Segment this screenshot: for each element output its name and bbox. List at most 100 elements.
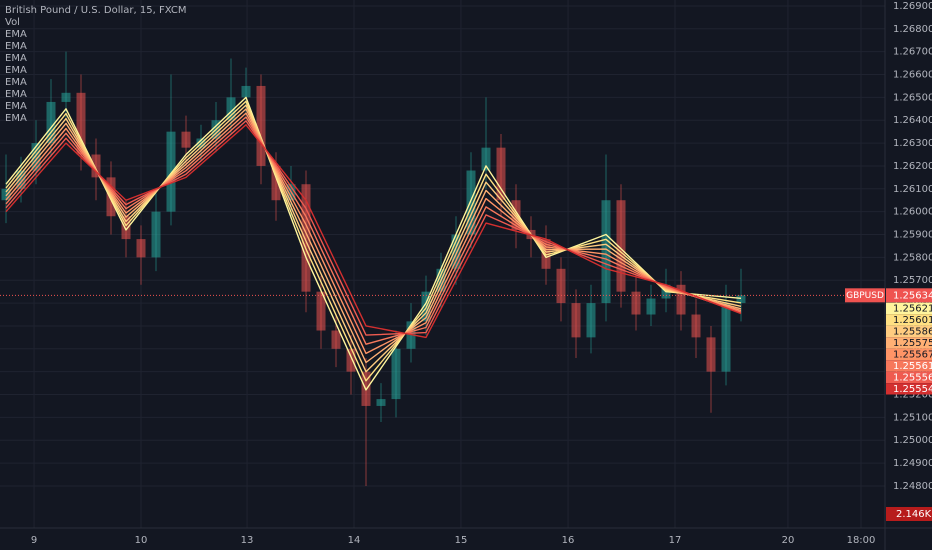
- ema-line: [5, 100, 742, 382]
- ema-value-label: 1.25621: [893, 303, 932, 314]
- candle-body: [121, 216, 131, 240]
- y-tick-label: 1.26800: [893, 24, 932, 35]
- candle-body: [166, 131, 176, 212]
- candle-body: [181, 131, 191, 148]
- y-tick-label: 1.25700: [893, 275, 932, 286]
- x-tick-label: 17: [669, 535, 682, 546]
- study-label: Vol: [5, 17, 20, 28]
- volume-tag: [886, 507, 932, 521]
- candle-body: [301, 184, 311, 292]
- x-tick-label: 14: [348, 535, 361, 546]
- candle-body: [331, 330, 341, 349]
- candle-body: [151, 211, 161, 258]
- candle-body: [616, 200, 626, 292]
- ema-line: [5, 104, 742, 373]
- x-tick-label: 16: [562, 535, 575, 546]
- ema-tag: [886, 371, 932, 384]
- legend-entry: EMA: [5, 89, 27, 100]
- ema-tag: [886, 314, 932, 326]
- candle-body: [226, 97, 236, 121]
- legend-entry: EMA: [5, 101, 27, 112]
- ema-tag: [886, 360, 932, 372]
- ema-value-label: 1.25556: [893, 372, 932, 383]
- y-tick-label: 1.26900: [893, 1, 932, 12]
- ema-value-label: 1.25601: [893, 315, 932, 326]
- candle-body: [31, 143, 41, 171]
- legend-entry: EMA: [5, 53, 27, 64]
- candle-body: [136, 239, 146, 258]
- volume-label: 2.146K: [896, 509, 932, 520]
- candle-body: [46, 101, 56, 144]
- price-tag: [886, 288, 932, 303]
- candle-body: [706, 337, 716, 372]
- candle-body: [16, 170, 26, 189]
- candle-body: [61, 92, 71, 102]
- y-tick-label: 1.25900: [893, 230, 932, 241]
- x-tick-label: 15: [455, 535, 468, 546]
- legend-entry: EMA: [5, 29, 27, 40]
- candle-body: [241, 85, 251, 98]
- y-tick-label: 1.25200: [893, 390, 932, 401]
- candle-body: [451, 234, 461, 269]
- ema-tag: [886, 325, 932, 338]
- x-tick-label: 13: [241, 535, 254, 546]
- y-tick-label: 1.25100: [893, 412, 932, 423]
- y-tick-label: 1.26500: [893, 92, 932, 103]
- ema-value-label: 1.25561: [893, 361, 932, 372]
- candle-body: [376, 399, 386, 406]
- symbol-tag: [845, 288, 885, 303]
- candle-body: [691, 314, 701, 338]
- candle-body: [76, 92, 86, 155]
- y-tick-label: 1.26100: [893, 184, 932, 195]
- candle-body: [481, 147, 491, 171]
- candle-body: [496, 147, 506, 201]
- ema-tag: [886, 302, 932, 315]
- candle-body: [736, 295, 746, 304]
- y-tick-label: 1.26000: [893, 207, 932, 218]
- price-label: 1.25634: [893, 290, 932, 301]
- x-tick-label: 20: [782, 535, 795, 546]
- candle-body: [256, 85, 266, 166]
- candle-body: [631, 291, 641, 315]
- ema-line: [5, 112, 742, 355]
- candle-body: [466, 170, 476, 235]
- legend-entry: EMA: [5, 113, 27, 124]
- y-tick-label: 1.26400: [893, 115, 932, 126]
- candle-body: [346, 348, 356, 372]
- y-tick-label: 1.24800: [893, 481, 932, 492]
- candle-body: [721, 303, 731, 372]
- y-tick-label: 1.25000: [893, 435, 932, 446]
- ema-line: [5, 108, 742, 364]
- ema-value-label: 1.25567: [893, 349, 932, 360]
- ema-line: [5, 124, 742, 339]
- candle-body: [601, 200, 611, 304]
- ema-line: [5, 120, 742, 336]
- candle-body: [391, 348, 401, 400]
- x-tick-label: 9: [31, 535, 37, 546]
- candle-body: [571, 303, 581, 338]
- x-tick-label: 10: [135, 535, 148, 546]
- y-tick-label: 1.26600: [893, 70, 932, 81]
- ema-value-label: 1.25554: [893, 384, 932, 395]
- candle-body: [676, 284, 686, 315]
- ema-tag: [886, 348, 932, 361]
- legend-entry: EMA: [5, 77, 27, 88]
- ema-value-label: 1.25575: [893, 338, 932, 349]
- chart-title: British Pound / U.S. Dollar, 15, FXCM: [5, 5, 186, 16]
- candle-body: [1, 188, 11, 201]
- y-tick-label: 1.26200: [893, 161, 932, 172]
- y-tick-label: 1.24900: [893, 458, 932, 469]
- y-tick-label: 1.26300: [893, 138, 932, 149]
- ema-line: [5, 116, 742, 345]
- y-tick-label: 1.26700: [893, 47, 932, 58]
- candle-body: [91, 154, 101, 178]
- candle-body: [586, 303, 596, 338]
- symbol-label: GBPUSD: [846, 291, 884, 301]
- y-tick-label: 1.25800: [893, 252, 932, 263]
- ema-line: [5, 96, 742, 391]
- legend-entry: EMA: [5, 65, 27, 76]
- candle-body: [646, 298, 656, 315]
- ema-value-label: 1.25586: [893, 326, 932, 337]
